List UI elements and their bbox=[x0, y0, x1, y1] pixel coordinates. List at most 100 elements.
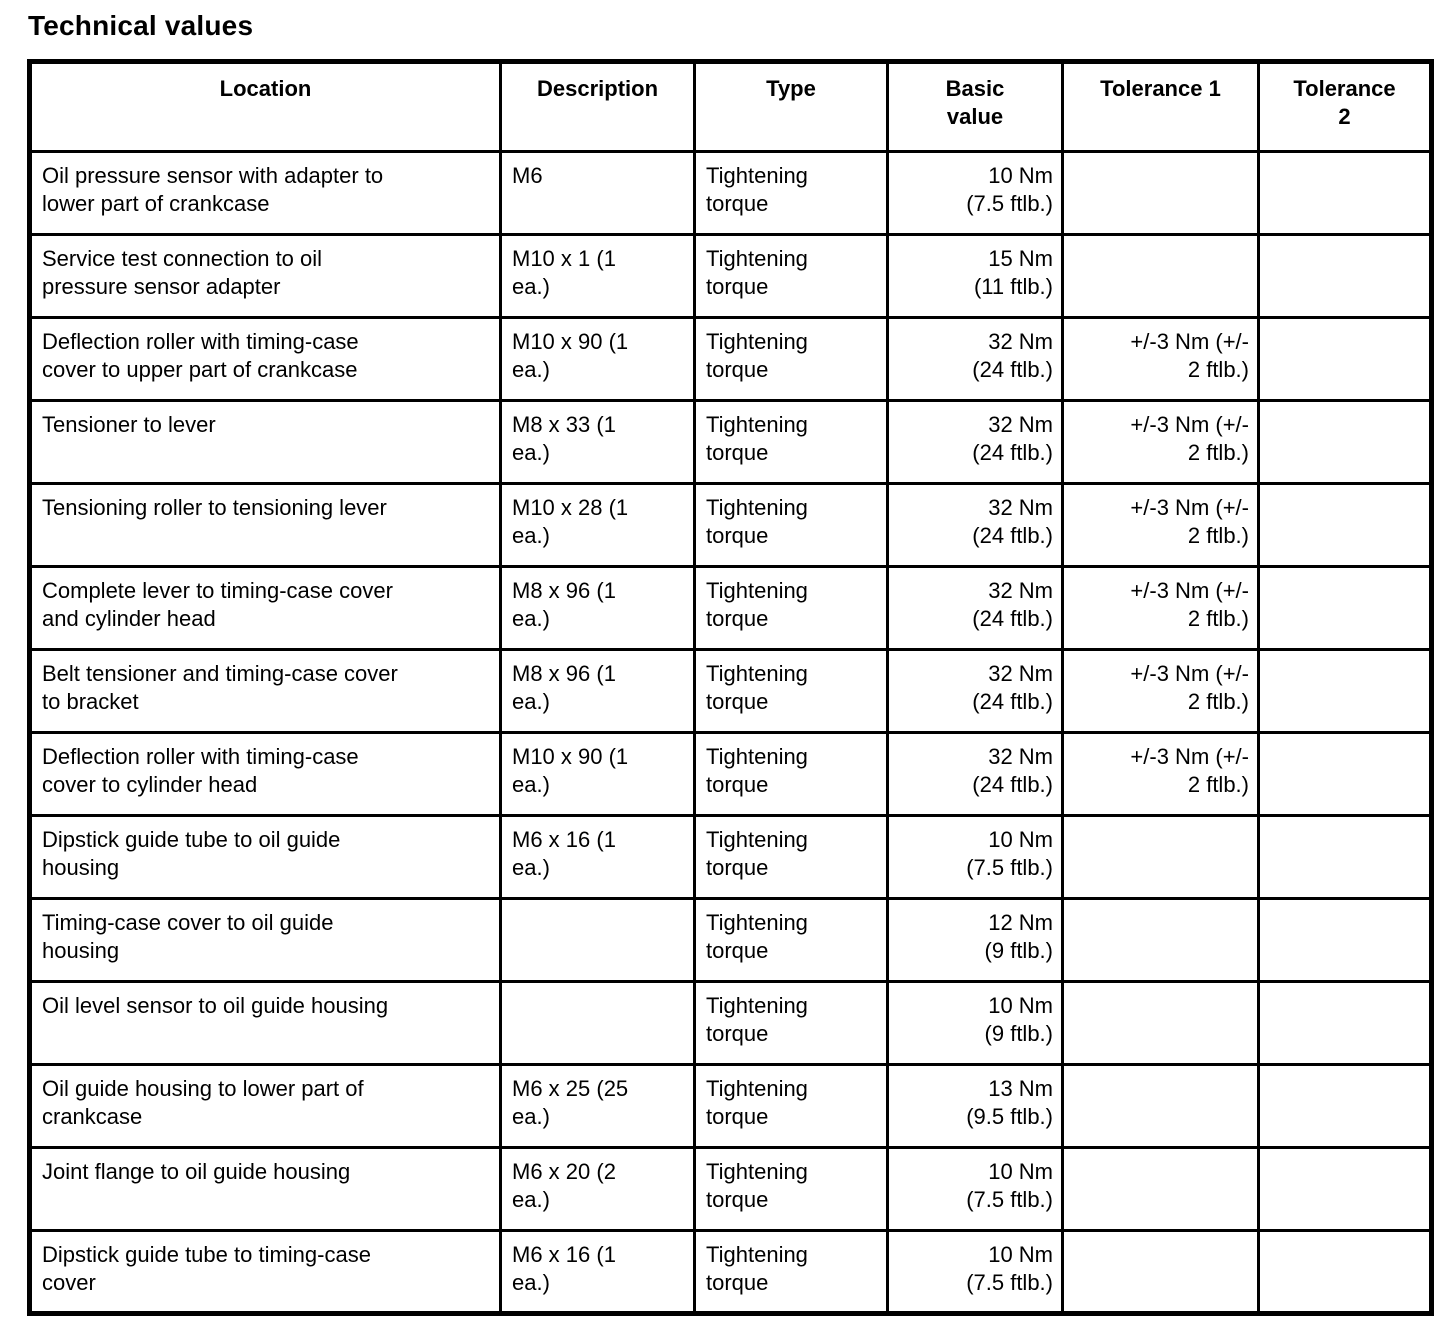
table-row: Belt tensioner and timing-case cover to … bbox=[28, 648, 1433, 734]
table-row: Tensioning roller to tensioning lever M10… bbox=[28, 482, 1433, 568]
table-row: Tensioner to lever M8 x 33 (1 ea.) Tighten… bbox=[28, 399, 1433, 485]
cell-location: Dipstick guide tube to oil guide housing bbox=[28, 814, 502, 900]
cell-basic_value: 10 Nm (7.5 ftlb.) bbox=[886, 1146, 1064, 1232]
cell-basic_value: 10 Nm (7.5 ftlb.) bbox=[886, 814, 1064, 900]
cell-tolerance1: +/-3 Nm (+/- 2 ftlb.) bbox=[1061, 399, 1260, 485]
column-header-type: Type bbox=[693, 60, 889, 153]
cell-location: Timing-case cover to oil guide housing bbox=[28, 897, 502, 983]
cell-tolerance1 bbox=[1061, 233, 1260, 319]
cell-location: Tensioner to lever bbox=[28, 399, 502, 485]
cell-type: Tightening torque bbox=[693, 1063, 889, 1149]
column-header-tolerance1: Tolerance 1 bbox=[1061, 60, 1260, 153]
cell-description: M6 bbox=[499, 150, 696, 236]
cell-tolerance2 bbox=[1257, 648, 1433, 734]
cell-location: Oil level sensor to oil guide housing bbox=[28, 980, 502, 1066]
cell-tolerance1 bbox=[1061, 897, 1260, 983]
cell-tolerance1 bbox=[1061, 814, 1260, 900]
cell-tolerance1 bbox=[1061, 1063, 1260, 1149]
cell-tolerance1 bbox=[1061, 1229, 1260, 1315]
cell-tolerance1: +/-3 Nm (+/- 2 ftlb.) bbox=[1061, 565, 1260, 651]
cell-description: M6 x 20 (2 ea.) bbox=[499, 1146, 696, 1232]
cell-type: Tightening torque bbox=[693, 150, 889, 236]
cell-tolerance2 bbox=[1257, 150, 1433, 236]
table-body: Oil pressure sensor with adapter to lowe… bbox=[28, 150, 1433, 1315]
cell-basic_value: 32 Nm (24 ftlb.) bbox=[886, 731, 1064, 817]
cell-basic_value: 32 Nm (24 ftlb.) bbox=[886, 316, 1064, 402]
cell-tolerance1 bbox=[1061, 150, 1260, 236]
table-row: Service test connection to oil pressure … bbox=[28, 233, 1433, 319]
cell-location: Joint flange to oil guide housing bbox=[28, 1146, 502, 1232]
cell-basic_value: 32 Nm (24 ftlb.) bbox=[886, 482, 1064, 568]
page-title: Technical values bbox=[28, 10, 254, 41]
technical-values-table: Location Description Type Basic value Tolera… bbox=[27, 59, 1434, 1316]
cell-tolerance2 bbox=[1257, 565, 1433, 651]
cell-tolerance2 bbox=[1257, 316, 1433, 402]
cell-tolerance1: +/-3 Nm (+/- 2 ftlb.) bbox=[1061, 482, 1260, 568]
cell-location: Service test connection to oil pressure … bbox=[28, 233, 502, 319]
cell-tolerance1 bbox=[1061, 1146, 1260, 1232]
cell-location: Dipstick guide tube to timing-case cover bbox=[28, 1229, 502, 1315]
table-row: Oil guide housing to lower part of crank… bbox=[28, 1063, 1433, 1149]
cell-type: Tightening torque bbox=[693, 1229, 889, 1315]
cell-tolerance2 bbox=[1257, 233, 1433, 319]
cell-type: Tightening torque bbox=[693, 399, 889, 485]
cell-type: Tightening torque bbox=[693, 814, 889, 900]
table-row: Joint flange to oil guide housing M6 x 20… bbox=[28, 1146, 1433, 1232]
cell-tolerance1: +/-3 Nm (+/- 2 ftlb.) bbox=[1061, 731, 1260, 817]
cell-type: Tightening torque bbox=[693, 316, 889, 402]
cell-tolerance2 bbox=[1257, 1063, 1433, 1149]
cell-tolerance2 bbox=[1257, 1229, 1433, 1315]
table-row: Timing-case cover to oil guide housing Ti… bbox=[28, 897, 1433, 983]
cell-location: Belt tensioner and timing-case cover to … bbox=[28, 648, 502, 734]
cell-description bbox=[499, 897, 696, 983]
cell-tolerance2 bbox=[1257, 731, 1433, 817]
cell-location: Deflection roller with timing-case cover… bbox=[28, 731, 502, 817]
column-header-tolerance2: Tolerance 2 bbox=[1257, 60, 1433, 153]
cell-description: M10 x 90 (1 ea.) bbox=[499, 731, 696, 817]
table-row: Dipstick guide tube to oil guide housing… bbox=[28, 814, 1433, 900]
cell-basic_value: 10 Nm (7.5 ftlb.) bbox=[886, 1229, 1064, 1315]
cell-tolerance1: +/-3 Nm (+/- 2 ftlb.) bbox=[1061, 648, 1260, 734]
table-row: Deflection roller with timing-case cover… bbox=[28, 316, 1433, 402]
cell-tolerance1: +/-3 Nm (+/- 2 ftlb.) bbox=[1061, 316, 1260, 402]
cell-type: Tightening torque bbox=[693, 980, 889, 1066]
cell-tolerance2 bbox=[1257, 980, 1433, 1066]
table-row: Complete lever to timing-case cover and … bbox=[28, 565, 1433, 651]
table-head: Location Description Type Basic value Tolera… bbox=[28, 60, 1433, 153]
cell-tolerance2 bbox=[1257, 814, 1433, 900]
cell-description: M6 x 25 (25 ea.) bbox=[499, 1063, 696, 1149]
column-header-basic_value: Basic value bbox=[886, 60, 1064, 153]
cell-location: Deflection roller with timing-case cover… bbox=[28, 316, 502, 402]
cell-tolerance2 bbox=[1257, 1146, 1433, 1232]
cell-location: Oil guide housing to lower part of crank… bbox=[28, 1063, 502, 1149]
cell-basic_value: 32 Nm (24 ftlb.) bbox=[886, 399, 1064, 485]
cell-description: M8 x 96 (1 ea.) bbox=[499, 565, 696, 651]
cell-description: M10 x 28 (1 ea.) bbox=[499, 482, 696, 568]
table-row: Oil pressure sensor with adapter to lowe… bbox=[28, 150, 1433, 236]
cell-type: Tightening torque bbox=[693, 1146, 889, 1232]
cell-description: M8 x 96 (1 ea.) bbox=[499, 648, 696, 734]
cell-basic_value: 13 Nm (9.5 ftlb.) bbox=[886, 1063, 1064, 1149]
cell-basic_value: 10 Nm (9 ftlb.) bbox=[886, 980, 1064, 1066]
cell-description: M8 x 33 (1 ea.) bbox=[499, 399, 696, 485]
cell-basic_value: 12 Nm (9 ftlb.) bbox=[886, 897, 1064, 983]
header-row: Location Description Type Basic value Tolera… bbox=[28, 60, 1433, 153]
column-header-location: Location bbox=[28, 60, 502, 153]
column-header-description: Description bbox=[499, 60, 696, 153]
cell-description: M6 x 16 (1 ea.) bbox=[499, 814, 696, 900]
cell-tolerance1 bbox=[1061, 980, 1260, 1066]
cell-type: Tightening torque bbox=[693, 565, 889, 651]
cell-tolerance2 bbox=[1257, 399, 1433, 485]
cell-location: Complete lever to timing-case cover and … bbox=[28, 565, 502, 651]
cell-basic_value: 32 Nm (24 ftlb.) bbox=[886, 565, 1064, 651]
cell-tolerance2 bbox=[1257, 897, 1433, 983]
cell-description: M10 x 1 (1 ea.) bbox=[499, 233, 696, 319]
cell-basic_value: 32 Nm (24 ftlb.) bbox=[886, 648, 1064, 734]
cell-type: Tightening torque bbox=[693, 482, 889, 568]
cell-basic_value: 10 Nm (7.5 ftlb.) bbox=[886, 150, 1064, 236]
cell-basic_value: 15 Nm (11 ftlb.) bbox=[886, 233, 1064, 319]
cell-type: Tightening torque bbox=[693, 731, 889, 817]
cell-type: Tightening torque bbox=[693, 897, 889, 983]
cell-location: Oil pressure sensor with adapter to lowe… bbox=[28, 150, 502, 236]
